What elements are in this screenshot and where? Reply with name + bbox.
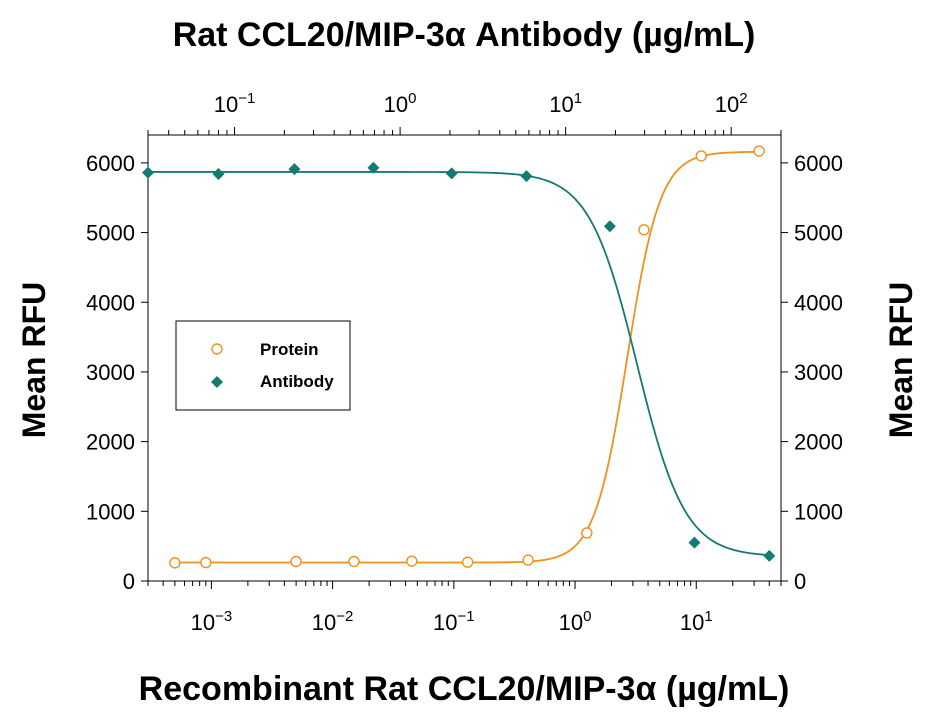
point-antibody [367,161,380,174]
y-tick-label: 3000 [86,360,135,385]
y2-tick-label: 0 [794,569,806,594]
y-tick-label: 2000 [86,430,135,455]
legend-box [175,320,351,411]
legend-protein-label: Protein [260,340,319,359]
point-antibody [763,549,776,562]
points-layer [142,145,776,569]
y2-tick-label: 2000 [794,430,843,455]
top-x-tick-label: 100 [384,90,417,117]
y2-axis-label: Mean RFU [883,282,919,438]
point-antibody [142,166,154,179]
plot-frame [147,134,782,582]
point-protein [522,554,534,566]
legend-protein-marker [211,343,223,355]
point-protein [406,555,418,567]
top-x-tick-label: 10−1 [214,90,256,117]
bottom-x-tick-label: 10−3 [191,608,233,635]
y2-tick-label: 1000 [794,499,843,524]
point-protein [695,150,707,162]
point-antibody [288,163,301,176]
bottom-x-tick-label: 10−2 [312,608,354,635]
legend: Protein Antibody [175,320,351,411]
y-tick-label: 6000 [86,151,135,176]
y-tick-label: 0 [123,569,135,594]
bottom-x-tick-label: 10−1 [433,608,475,635]
y2-tick-label: 6000 [794,151,843,176]
y2-tick-label: 3000 [794,360,843,385]
point-antibody [212,168,225,181]
point-protein [638,224,650,236]
point-antibody [520,170,533,183]
curve-antibody [148,171,770,556]
axes-layer: 10−3 10−2 10−1 100 101 10−1 100 101 102 0 1000 2000… [86,90,843,635]
y-tick-label: 1000 [86,499,135,524]
point-protein [461,556,474,568]
point-antibody [445,167,458,180]
y2-tick-label: 4000 [794,290,843,315]
y-tick-label: 5000 [86,221,135,246]
point-protein [200,556,212,569]
point-antibody [688,536,701,549]
point-antibody [603,220,616,233]
y2-tick-label: 5000 [794,221,843,246]
point-protein [348,555,360,568]
legend-antibody-marker [211,376,223,388]
x-axis-label: Recombinant Rat CCL20/MIP-3α (µg/mL) [139,670,790,708]
bottom-x-tick-label: 101 [680,608,713,635]
legend-antibody-label: Antibody [260,372,334,391]
y-axis-label: Mean RFU [16,282,52,438]
point-protein [169,557,181,569]
point-protein [290,555,302,568]
chart-title: Rat CCL20/MIP-3α Antibody (µg/mL) [173,16,756,54]
top-x-tick-label: 102 [715,90,748,117]
point-protein [581,527,593,539]
point-protein [753,145,765,157]
top-x-tick-label: 101 [549,90,582,117]
y-tick-label: 4000 [86,290,135,315]
bottom-x-tick-label: 100 [559,608,592,635]
